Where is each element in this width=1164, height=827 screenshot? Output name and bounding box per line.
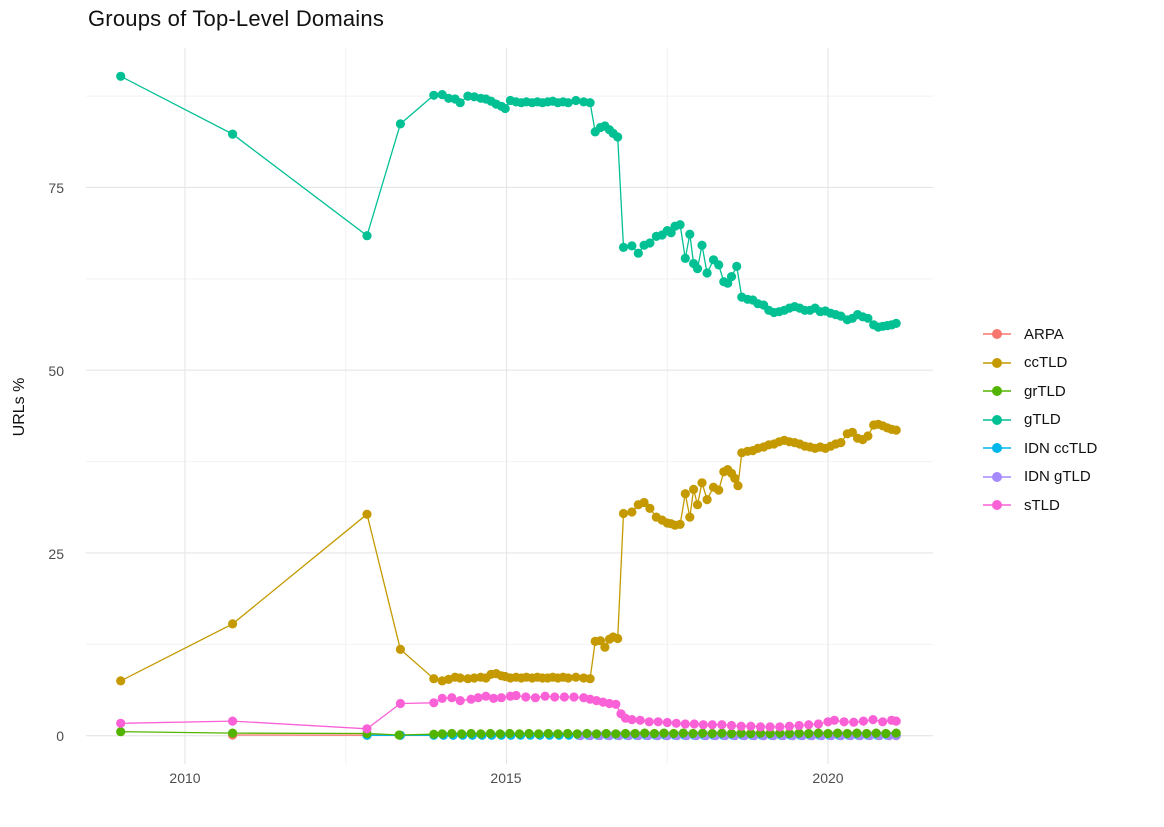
legend-item-gtld: gTLD xyxy=(982,406,1097,435)
legend-item-arpa: ARPA xyxy=(982,320,1097,349)
x-tick-label-2010: 2010 xyxy=(169,770,201,786)
legend-item-idn-gtld: IDN gTLD xyxy=(982,463,1097,492)
legend-key-icon xyxy=(983,500,1011,511)
chart-title: Groups of Top-Level Domains xyxy=(88,6,385,31)
legend-key-icon xyxy=(983,329,1011,340)
series-stld xyxy=(116,690,901,734)
x-tick-label-2020: 2020 xyxy=(812,770,844,786)
legend-item-idn-cctld: IDN ccTLD xyxy=(982,434,1097,463)
legend-label: ARPA xyxy=(1024,325,1064,343)
gridlines-major xyxy=(86,48,933,764)
legend-label: IDN gTLD xyxy=(1024,468,1091,486)
series-grtld xyxy=(116,727,901,740)
legend-key-icon xyxy=(983,414,1011,425)
legend-label: grTLD xyxy=(1024,382,1066,400)
y-tick-label-25: 25 xyxy=(48,546,64,562)
series-cctld xyxy=(116,419,901,686)
legend-label: IDN ccTLD xyxy=(1024,439,1098,457)
y-tick-label-0: 0 xyxy=(56,728,64,744)
y-tick-label-75: 75 xyxy=(48,180,64,196)
legend-label: gTLD xyxy=(1024,411,1061,429)
legend-label: ccTLD xyxy=(1024,354,1068,372)
legend-item-cctld: ccTLD xyxy=(982,349,1097,378)
legend-key-icon xyxy=(983,357,1011,368)
legend-key-icon xyxy=(983,471,1011,482)
legend-key-icon xyxy=(983,443,1011,454)
series-gtld xyxy=(116,71,901,332)
x-tick-label-2015: 2015 xyxy=(490,770,522,786)
gridlines-minor xyxy=(86,48,933,764)
y-tick-label-50: 50 xyxy=(48,363,64,379)
legend-label: sTLD xyxy=(1024,496,1060,514)
legend: ARPA ccTLD grTLD gTLD IDN ccTLD IDN gTLD… xyxy=(982,320,1097,520)
legend-key-icon xyxy=(983,386,1011,397)
legend-item-stld: sTLD xyxy=(982,491,1097,520)
legend-item-grtld: grTLD xyxy=(982,377,1097,406)
